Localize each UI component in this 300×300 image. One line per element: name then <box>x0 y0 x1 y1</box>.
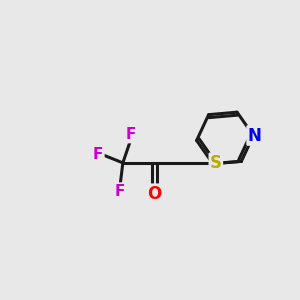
Text: N: N <box>248 127 262 145</box>
Text: F: F <box>126 127 136 142</box>
Text: F: F <box>115 184 125 199</box>
Text: F: F <box>93 147 104 162</box>
Text: S: S <box>210 154 222 172</box>
Text: O: O <box>147 185 161 203</box>
